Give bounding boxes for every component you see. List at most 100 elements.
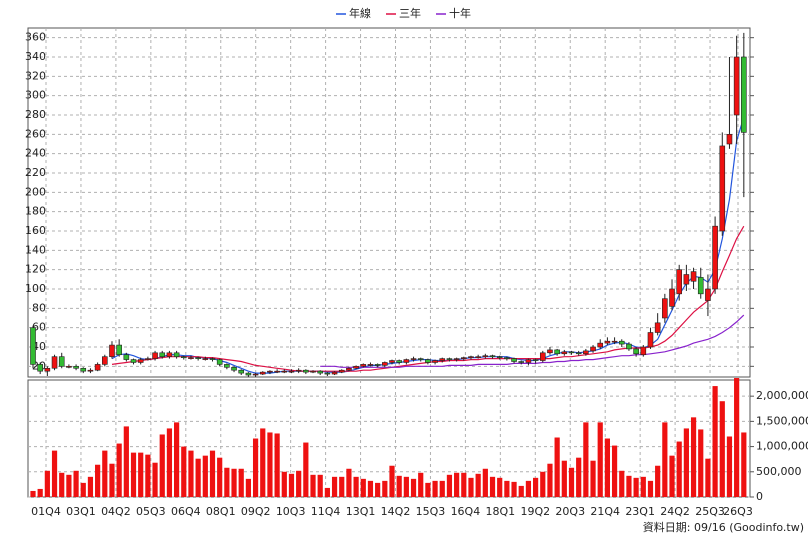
- candle-body: [496, 356, 503, 358]
- volume-bar: [66, 474, 72, 497]
- price-frame: [27, 27, 751, 378]
- x-tick-label: 14Q2: [381, 505, 411, 518]
- y-tick-label: 340: [25, 50, 46, 63]
- volume-bar: [425, 482, 431, 497]
- volume-bar: [497, 477, 503, 497]
- candle-body: [547, 349, 553, 354]
- volume-bar: [403, 476, 409, 497]
- candle-body: [697, 277, 704, 295]
- candle-body: [590, 346, 596, 352]
- source-note: 資料日期: 09/16 (Goodinfo.tw): [643, 520, 804, 534]
- volume-bar: [238, 468, 244, 497]
- candle-body: [482, 355, 489, 358]
- x-tick-label: 06Q4: [171, 505, 201, 518]
- candle-body: [468, 356, 474, 358]
- volume-bar: [353, 476, 359, 497]
- candle-body: [504, 357, 510, 359]
- candle-body: [511, 358, 517, 362]
- y-tick-label: 360: [25, 31, 46, 44]
- candle-body: [288, 370, 295, 373]
- candle-body: [123, 354, 130, 360]
- volume-bar: [310, 474, 316, 497]
- volume-bar: [138, 452, 144, 497]
- candle-body: [726, 134, 733, 145]
- volume-bar: [576, 457, 582, 497]
- volume-bar: [87, 476, 94, 497]
- legend-label: 年線: [349, 6, 371, 20]
- volume-bar: [339, 476, 345, 497]
- volume-bar: [705, 458, 711, 497]
- candle-body: [554, 349, 560, 355]
- volume-bar: [619, 470, 625, 497]
- candle-body: [173, 352, 180, 357]
- volume-bar: [346, 468, 352, 497]
- y2-tick-label: 500,000: [756, 465, 802, 478]
- candle-body: [360, 364, 367, 367]
- volume-bar: [690, 417, 697, 497]
- x-tick-label: 05Q3: [136, 505, 166, 518]
- volume-bar: [288, 473, 295, 497]
- volume-bar: [640, 476, 646, 497]
- x-tick-label: 23Q1: [625, 505, 655, 518]
- volume-bar: [540, 471, 546, 497]
- candle-body: [374, 364, 381, 366]
- candle-body: [705, 288, 711, 301]
- volume-bar: [396, 475, 402, 497]
- x-tick-label: 11Q4: [311, 505, 341, 518]
- candle-body: [460, 357, 467, 359]
- candle-body: [432, 360, 438, 363]
- candle-body: [166, 352, 173, 357]
- x-tick-label: 04Q2: [101, 505, 131, 518]
- x-tick-label: 08Q1: [206, 505, 236, 518]
- candle-body: [238, 369, 245, 374]
- volume-bar: [360, 478, 366, 497]
- candle-body: [130, 359, 137, 363]
- volume-bar: [245, 478, 251, 497]
- volume-bar: [418, 472, 424, 497]
- candle-body: [568, 351, 575, 354]
- candle-body: [324, 372, 331, 375]
- volume-bar: [633, 477, 639, 497]
- volume-bar: [252, 438, 259, 497]
- candle-body: [583, 350, 589, 355]
- volume-bar: [274, 433, 280, 497]
- candle-body: [532, 359, 539, 361]
- candle-body: [252, 373, 259, 376]
- candle-body: [44, 367, 51, 372]
- candle-body: [396, 360, 402, 363]
- volume-bar: [655, 465, 661, 497]
- candle-body: [604, 340, 611, 344]
- candle-body: [403, 359, 410, 363]
- volume-bar: [95, 464, 101, 497]
- candle-body: [180, 356, 187, 358]
- candle-body: [741, 56, 747, 133]
- volume-bar: [30, 490, 36, 497]
- legend-label: 三年: [399, 6, 421, 20]
- candle-body: [597, 342, 604, 348]
- candle-body: [209, 358, 216, 360]
- candle-body: [453, 358, 460, 360]
- x-tick-label: 21Q4: [590, 505, 620, 518]
- candle-body: [310, 370, 316, 373]
- volume-bar: [331, 476, 338, 497]
- candle-body: [690, 271, 697, 282]
- candle-body: [618, 340, 625, 345]
- y-tick-label: 220: [25, 166, 46, 179]
- volume-bar: [224, 467, 230, 497]
- candle-body: [224, 364, 230, 368]
- volume-bar: [698, 429, 704, 497]
- volume-bar: [202, 455, 208, 497]
- x-tick-label: 13Q1: [346, 505, 376, 518]
- y-tick-label: 200: [25, 185, 46, 198]
- volume-bar: [44, 470, 50, 497]
- y-tick-label: 320: [25, 69, 46, 82]
- volume-bar: [303, 442, 309, 497]
- volume-bar: [217, 457, 223, 497]
- candle-body: [58, 356, 65, 367]
- volume-bar: [525, 480, 532, 497]
- x-tick-label: 01Q4: [31, 505, 61, 518]
- candle-body: [676, 269, 683, 295]
- candle-body: [303, 369, 309, 373]
- candle-body: [626, 343, 632, 350]
- legend-label: 十年: [449, 6, 471, 20]
